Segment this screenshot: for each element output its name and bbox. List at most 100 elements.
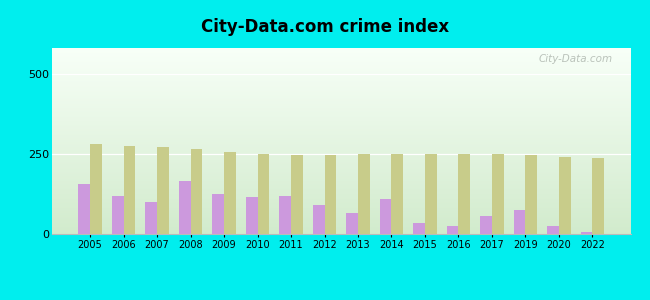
- Bar: [52, 171, 630, 172]
- Bar: [52, 128, 630, 129]
- Bar: [52, 169, 630, 170]
- Bar: [52, 103, 630, 104]
- Bar: [52, 71, 630, 72]
- Bar: [52, 93, 630, 94]
- Bar: [52, 124, 630, 125]
- Bar: [52, 91, 630, 92]
- Bar: [52, 118, 630, 119]
- Bar: [52, 209, 630, 210]
- Bar: [52, 167, 630, 168]
- Bar: [52, 159, 630, 160]
- Bar: [593, 158, 605, 234]
- Bar: [52, 97, 630, 98]
- Bar: [52, 170, 630, 171]
- Bar: [52, 82, 630, 83]
- Bar: [52, 177, 630, 178]
- Bar: [413, 223, 425, 234]
- Bar: [52, 109, 630, 110]
- Bar: [52, 216, 630, 217]
- Bar: [52, 52, 630, 53]
- Bar: [52, 155, 630, 156]
- Bar: [52, 49, 630, 50]
- Bar: [52, 105, 630, 106]
- Bar: [52, 205, 630, 206]
- Bar: [52, 111, 630, 112]
- Bar: [52, 223, 630, 224]
- Bar: [52, 116, 630, 117]
- Bar: [52, 208, 630, 209]
- Bar: [52, 79, 630, 80]
- Bar: [52, 184, 630, 185]
- Bar: [52, 92, 630, 93]
- Bar: [52, 136, 630, 137]
- Bar: [52, 130, 630, 131]
- Bar: [52, 66, 630, 67]
- Bar: [52, 193, 630, 194]
- Bar: [580, 232, 593, 234]
- Bar: [52, 207, 630, 208]
- Bar: [52, 229, 630, 230]
- Bar: [313, 205, 324, 234]
- Bar: [52, 68, 630, 69]
- Bar: [52, 132, 630, 133]
- Bar: [52, 162, 630, 163]
- Bar: [52, 131, 630, 132]
- Bar: [52, 156, 630, 157]
- Bar: [52, 117, 630, 118]
- Bar: [52, 60, 630, 61]
- Bar: [52, 112, 630, 113]
- Bar: [52, 110, 630, 111]
- Bar: [52, 183, 630, 184]
- Bar: [52, 157, 630, 158]
- Bar: [52, 54, 630, 55]
- Bar: [52, 123, 630, 124]
- Bar: [52, 84, 630, 85]
- Bar: [52, 142, 630, 143]
- Bar: [52, 187, 630, 188]
- Bar: [52, 191, 630, 192]
- Bar: [52, 158, 630, 159]
- Bar: [52, 163, 630, 164]
- Bar: [52, 141, 630, 142]
- Bar: [52, 94, 630, 95]
- Bar: [52, 85, 630, 86]
- Bar: [52, 95, 630, 96]
- Text: City-Data.com: City-Data.com: [539, 54, 613, 64]
- Bar: [52, 147, 630, 148]
- Bar: [52, 152, 630, 153]
- Bar: [52, 151, 630, 152]
- Bar: [52, 226, 630, 227]
- Bar: [52, 176, 630, 177]
- Bar: [52, 100, 630, 101]
- Bar: [52, 231, 630, 232]
- Bar: [447, 226, 458, 234]
- Bar: [124, 146, 135, 234]
- Bar: [52, 210, 630, 211]
- Bar: [52, 219, 630, 220]
- Bar: [52, 168, 630, 169]
- Bar: [52, 64, 630, 65]
- Bar: [52, 161, 630, 162]
- Bar: [458, 154, 470, 234]
- Bar: [52, 96, 630, 97]
- Bar: [525, 155, 537, 234]
- Bar: [52, 164, 630, 165]
- Bar: [52, 146, 630, 147]
- Bar: [52, 217, 630, 218]
- Bar: [52, 126, 630, 127]
- Bar: [52, 119, 630, 120]
- Bar: [52, 220, 630, 221]
- Bar: [52, 78, 630, 79]
- Bar: [52, 90, 630, 91]
- Bar: [52, 101, 630, 102]
- Bar: [190, 149, 202, 234]
- Bar: [52, 62, 630, 63]
- Bar: [52, 145, 630, 146]
- Bar: [52, 175, 630, 176]
- Bar: [52, 189, 630, 190]
- Bar: [146, 202, 157, 234]
- Bar: [224, 152, 236, 234]
- Bar: [52, 154, 630, 155]
- Bar: [52, 86, 630, 87]
- Bar: [52, 133, 630, 134]
